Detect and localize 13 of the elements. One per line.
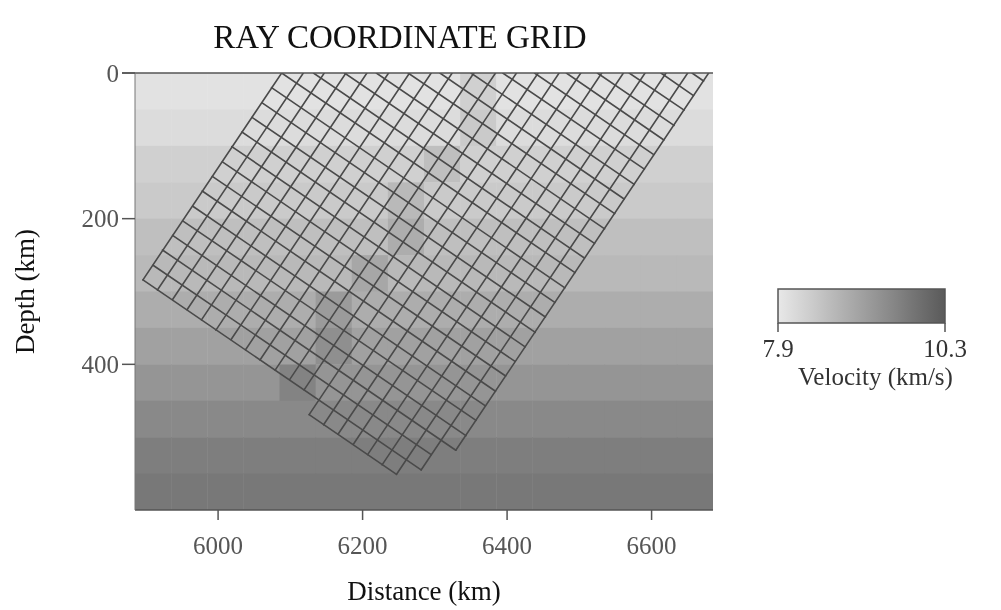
color-bar-title: Velocity (km/s)	[798, 363, 953, 391]
y-tick-label: 200	[81, 205, 119, 233]
y-tick-label: 0	[106, 59, 119, 87]
x-tick-label: 6600	[626, 532, 677, 559]
x-axis-title: Distance (km)	[347, 576, 501, 606]
color-bar-label: 10.3	[923, 335, 967, 362]
x-tick-label: 6000	[193, 532, 244, 559]
chart-title: RAY COORDINATE GRID	[213, 19, 587, 55]
x-tick-label: 6400	[482, 532, 533, 559]
y-tick-label: 400	[81, 351, 119, 379]
y-axis-title: Depth (km)	[10, 228, 40, 355]
color-bar-label: 7.9	[762, 335, 794, 362]
x-tick-label: 6200	[337, 532, 388, 559]
